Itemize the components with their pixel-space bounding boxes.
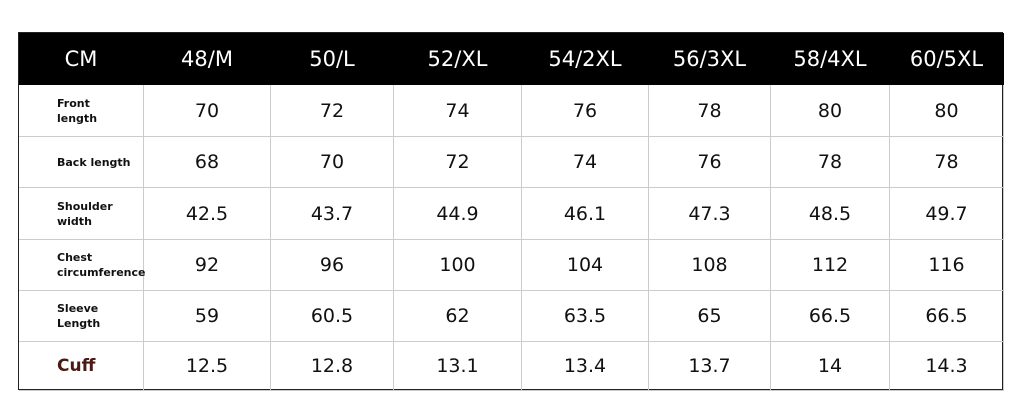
value-cell: 66.5 [771, 291, 890, 342]
value-cell: 62 [394, 291, 522, 342]
value-cell: 78 [649, 85, 771, 137]
value-cell: 12.8 [271, 342, 394, 391]
row-label-line: length [57, 111, 98, 125]
value-cell: 48.5 [771, 188, 890, 240]
value-cell: 76 [649, 137, 771, 188]
value-cell: 76 [522, 85, 649, 137]
row-label-line: Length [57, 317, 101, 330]
value-cell: 74 [394, 85, 522, 137]
value-cell: 14 [771, 342, 890, 391]
header-cell: 48/M [144, 33, 271, 85]
value-cell: 42.5 [144, 188, 271, 240]
row-label-line: Chest [57, 251, 93, 264]
value-cell: 74 [522, 137, 649, 188]
value-cell: 72 [394, 137, 522, 188]
value-cell: 12.5 [144, 342, 271, 391]
value-cell: 108 [649, 240, 771, 291]
value-cell: 60.5 [271, 291, 394, 342]
value-cell: 80 [890, 85, 1004, 137]
value-cell: 66.5 [890, 291, 1004, 342]
row-label-line: Front [57, 96, 90, 110]
value-cell: 65 [649, 291, 771, 342]
value-cell: 70 [144, 85, 271, 137]
header-cell: 58/4XL [771, 33, 890, 85]
value-cell: 80 [771, 85, 890, 137]
value-cell: 72 [271, 85, 394, 137]
header-cell: 60/5XL [890, 33, 1004, 85]
row-label: Sleeve Length [19, 291, 144, 342]
header-cell: 50/L [271, 33, 394, 85]
header-cell: 52/XL [394, 33, 522, 85]
value-cell: 59 [144, 291, 271, 342]
value-cell: 116 [890, 240, 1004, 291]
value-cell: 13.1 [394, 342, 522, 391]
row-label: Cuff [19, 342, 144, 391]
header-cell: CM [19, 33, 144, 85]
value-cell: 14.3 [890, 342, 1004, 391]
value-cell: 63.5 [522, 291, 649, 342]
value-cell: 78 [890, 137, 1004, 188]
row-label-line: Back length [57, 155, 131, 169]
size-table: CM 48/M 50/L 52/XL 54/2XL 56/3XL 58/4XL 60/5XL F… [18, 32, 1004, 391]
value-cell: 100 [394, 240, 522, 291]
value-cell: 78 [771, 137, 890, 188]
value-cell: 70 [271, 137, 394, 188]
value-cell: 44.9 [394, 188, 522, 240]
row-label-line: Cuff [57, 355, 96, 376]
value-cell: 68 [144, 137, 271, 188]
header-cell: 56/3XL [649, 33, 771, 85]
row-label: Back length [19, 137, 144, 188]
value-cell: 13.7 [649, 342, 771, 391]
value-cell: 49.7 [890, 188, 1004, 240]
value-cell: 112 [771, 240, 890, 291]
row-label-line: Shoulder [57, 199, 113, 213]
value-cell: 46.1 [522, 188, 649, 240]
value-cell: 96 [271, 240, 394, 291]
row-label: Chest circumference [19, 240, 146, 291]
row-label: Front length [19, 85, 144, 137]
value-cell: 104 [522, 240, 649, 291]
row-label-line: circumference [57, 266, 146, 279]
row-label: Shoulder width [19, 188, 144, 240]
value-cell: 47.3 [649, 188, 771, 240]
row-label-line: width [57, 214, 92, 228]
value-cell: 92 [144, 240, 271, 291]
row-label-line: Sleeve [57, 302, 99, 315]
value-cell: 13.4 [522, 342, 649, 391]
value-cell: 43.7 [271, 188, 394, 240]
header-cell: 54/2XL [522, 33, 649, 85]
